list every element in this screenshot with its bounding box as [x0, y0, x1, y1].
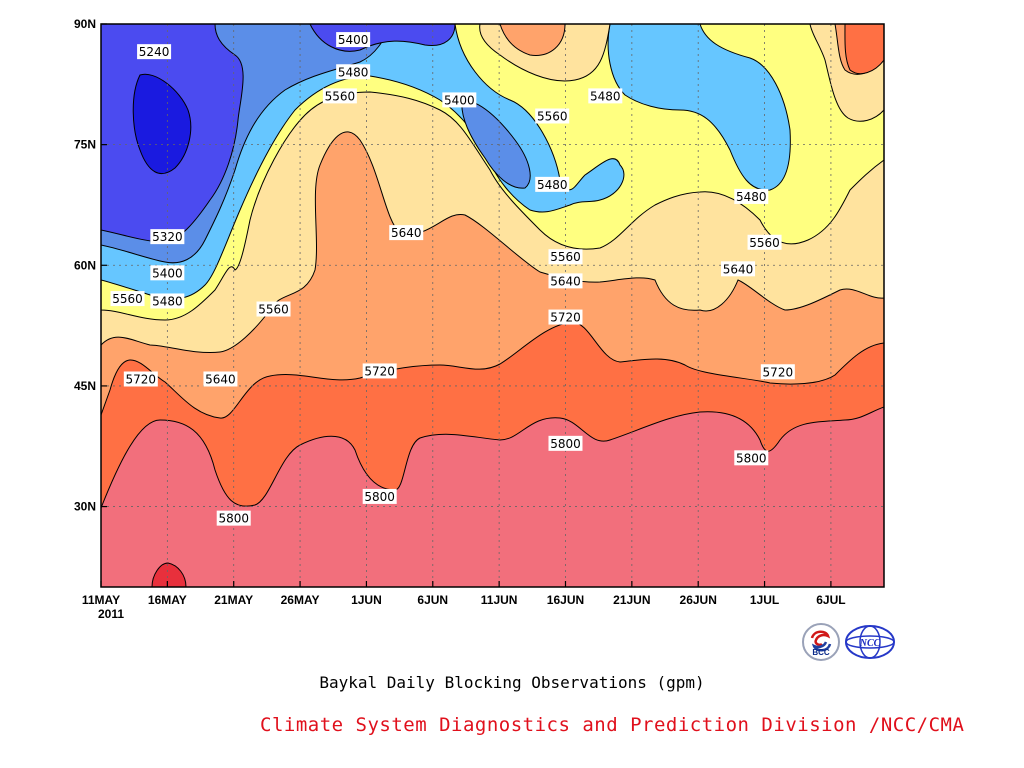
plot-frame — [100, 23, 885, 588]
contour-label-text: 5800 — [736, 451, 767, 465]
y-tick-label: 45N — [74, 379, 96, 393]
contour-label-text: 5560 — [537, 109, 568, 123]
contour-label-text: 5400 — [338, 33, 369, 47]
svg-text:NCC: NCC — [859, 638, 881, 649]
x-tick-label: 21MAY — [214, 593, 253, 607]
x-tick-label: 11JUN — [481, 593, 518, 607]
x-tick-label: 6JUL — [816, 593, 845, 607]
x-tick-label: 1JUL — [750, 593, 779, 607]
contour-label: 5560 — [747, 234, 782, 250]
contour-label-text: 5480 — [152, 294, 183, 308]
band-5400-5480-east — [607, 24, 791, 191]
x-tick-label: 26JUN — [680, 593, 717, 607]
band-above-5880 — [151, 562, 187, 587]
contour-label: 5720 — [362, 363, 397, 379]
y-tick-label: 30N — [74, 500, 96, 514]
contour-label-text: 5560 — [112, 292, 143, 306]
ncc-logo-icon: NCC — [845, 625, 895, 659]
x-tick-label: 21JUN — [613, 593, 650, 607]
y-axis: 30N 45N 60N 75N 90N — [74, 17, 107, 514]
contour-label-text: 5480 — [537, 178, 568, 192]
x-tick-label: 16MAY — [148, 593, 187, 607]
contour-label: 5400 — [336, 32, 371, 48]
x-axis-year-label: 2011 — [98, 607, 124, 621]
band-5720-5800-far-east — [844, 24, 884, 75]
contour-label: 5800 — [216, 510, 251, 526]
y-tick-label: 60N — [74, 258, 96, 272]
x-axis: 11MAY 16MAY 21MAY 26MAY 1JUN 6JUN 11JUN 16JUN 21… — [82, 581, 846, 607]
contour-label: 5400 — [442, 92, 477, 108]
contour-label: 5480 — [336, 64, 371, 80]
contour-label-text: 5720 — [126, 372, 157, 386]
contour-label: 5560 — [535, 108, 570, 124]
x-tick-label: 11MAY — [82, 593, 120, 607]
contour-label-text: 5480 — [590, 89, 621, 103]
contour-label: 5640 — [203, 371, 238, 387]
contour-label: 5400 — [150, 265, 185, 281]
bcc-logo-icon: BCC — [802, 623, 840, 661]
contour-label: 5720 — [123, 371, 158, 387]
contour-label: 5320 — [150, 229, 185, 245]
x-tick-label: 1JUN — [351, 593, 382, 607]
contour-label: 5560 — [110, 291, 145, 307]
contour-label-text: 5800 — [550, 437, 581, 451]
contour-label: 5480 — [150, 293, 185, 309]
contour-label: 5800 — [548, 435, 583, 451]
contour-label: 5560 — [256, 301, 291, 317]
contour-label-text: 5480 — [338, 65, 369, 79]
contour-label-text: 5640 — [723, 262, 754, 276]
contour-label-text: 5320 — [152, 230, 183, 244]
contour-label: 5720 — [760, 364, 795, 380]
contour-label-text: 5560 — [325, 89, 356, 103]
contour-label: 5800 — [734, 450, 769, 466]
band-below-5240 — [132, 73, 192, 174]
contour-label: 5640 — [548, 273, 583, 289]
contour-label: 5560 — [322, 88, 357, 104]
logos: BCC NCC — [800, 622, 900, 664]
contour-label: 5640 — [389, 225, 424, 241]
x-tick-label: 16JUN — [547, 593, 584, 607]
band-5640-5720-northeast — [499, 24, 566, 56]
contour-label-text: 5560 — [258, 303, 289, 317]
x-tick-label: 6JUN — [417, 593, 448, 607]
contour-label: 5240 — [137, 44, 172, 60]
contour-label: 5560 — [548, 249, 583, 265]
contour-label-text: 5480 — [736, 190, 767, 204]
contour-label-text: 5560 — [550, 250, 581, 264]
contour-label-text: 5720 — [550, 311, 581, 325]
contour-label-text: 5640 — [205, 372, 236, 386]
contour-label-text: 5400 — [444, 93, 475, 107]
y-tick-label: 90N — [74, 17, 96, 31]
contour-labels: 5240 5320 5400 5480 5560 5560 5400 5480 5560 5400… — [110, 32, 795, 526]
contour-label-text: 5640 — [391, 226, 422, 240]
contour-label: 5640 — [721, 261, 756, 277]
contour-label: 5480 — [734, 188, 769, 204]
contour-label-text: 5800 — [218, 512, 249, 526]
y-tick-label: 75N — [74, 138, 96, 152]
x-tick-label: 26MAY — [281, 593, 320, 607]
contour-label-text: 5720 — [763, 365, 794, 379]
contour-label-text: 5640 — [550, 274, 581, 288]
contour-label-text: 5400 — [152, 266, 183, 280]
contour-fill-layers — [101, 24, 884, 587]
svg-text:BCC: BCC — [812, 648, 830, 657]
band-5320-5400-mid — [461, 99, 531, 189]
contour-label-text: 5560 — [749, 236, 780, 250]
contour-label-text: 5720 — [364, 364, 395, 378]
contour-label: 5480 — [588, 88, 623, 104]
contour-label: 5800 — [362, 488, 397, 504]
contour-label: 5720 — [548, 309, 583, 325]
chart-credit: Climate System Diagnostics and Predictio… — [260, 714, 965, 736]
contour-label: 5480 — [535, 176, 570, 192]
chart-title: Baykal Daily Blocking Observations (gpm) — [319, 673, 705, 692]
contour-label-text: 5240 — [139, 45, 170, 59]
contour-label-text: 5800 — [364, 490, 395, 504]
